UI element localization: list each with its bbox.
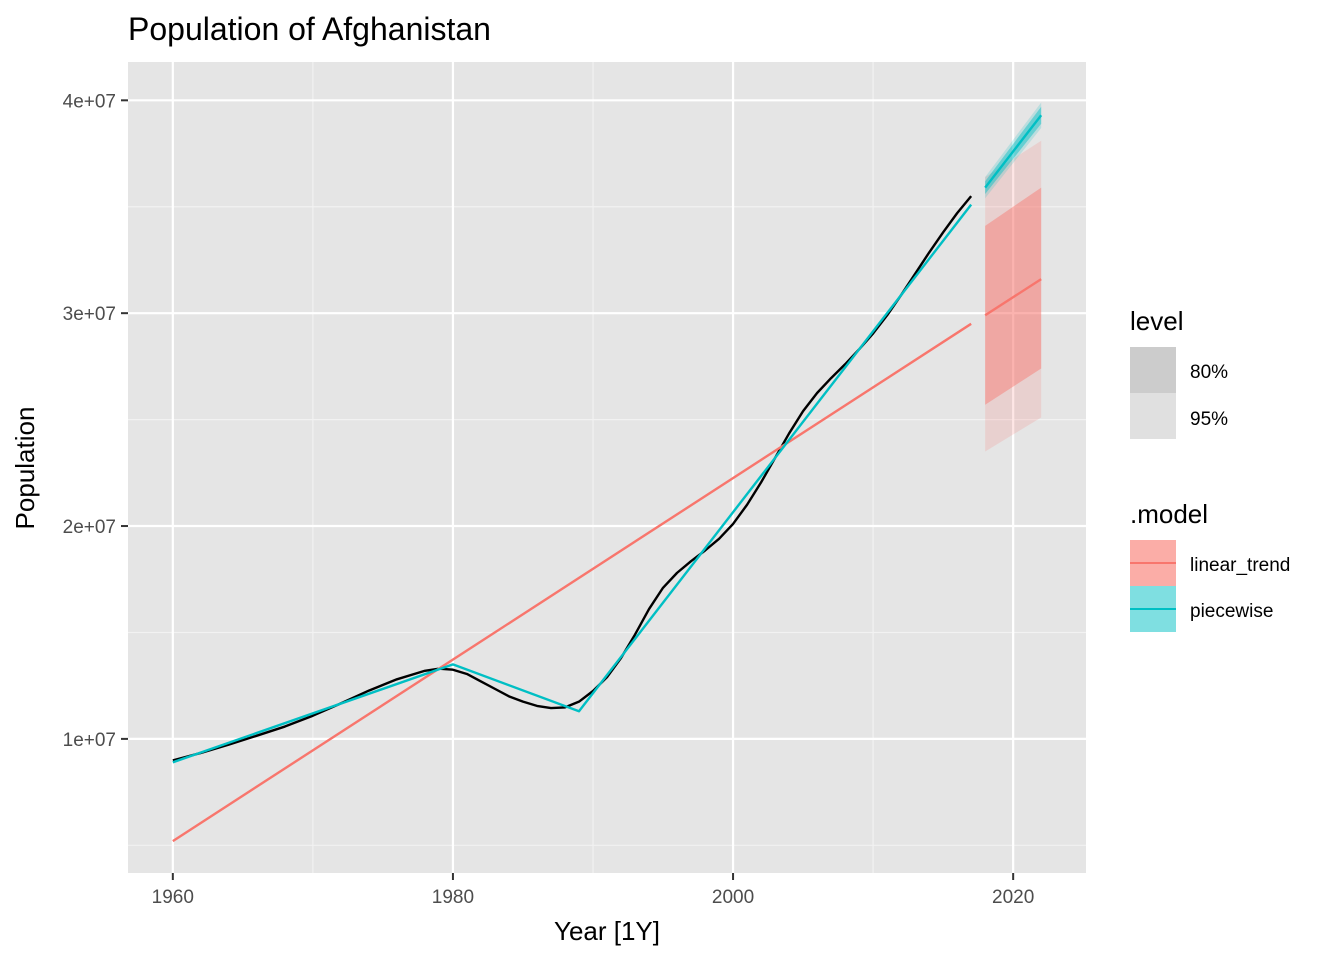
legend-model-title: .model bbox=[1130, 499, 1208, 529]
axes: 1960 1980 2000 2020 1e+07 2e+07 3e+07 4e+07 bbox=[63, 91, 1035, 908]
forecast-mean-piecewise bbox=[984, 114, 1043, 189]
fit-line-linear-trend bbox=[172, 322, 972, 843]
legend-label-linear-trend: linear_trend bbox=[1190, 555, 1290, 576]
fit-line-piecewise bbox=[172, 203, 973, 764]
legend-key-80 bbox=[1130, 347, 1176, 393]
chart-title: Population of Afghanistan bbox=[128, 11, 491, 47]
y-tick-label: 2e+07 bbox=[63, 517, 116, 538]
legend-label-80: 80% bbox=[1190, 362, 1228, 383]
plot-panel bbox=[128, 62, 1086, 873]
y-tick-label: 1e+07 bbox=[63, 730, 116, 751]
legend-level-title: level bbox=[1130, 306, 1183, 336]
legend-key-95 bbox=[1130, 393, 1176, 439]
legend-model: .model linear_trend piecewise bbox=[1130, 499, 1290, 632]
x-tick-label: 1980 bbox=[432, 887, 474, 908]
y-tick-label: 4e+07 bbox=[63, 91, 116, 112]
x-tick-label: 2020 bbox=[992, 887, 1034, 908]
x-tick-label: 1960 bbox=[152, 887, 194, 908]
forecast-mean-linear-trend bbox=[984, 278, 1042, 317]
series-lines bbox=[172, 114, 1043, 843]
y-tick-label: 3e+07 bbox=[63, 304, 116, 325]
y-axis-title: Population bbox=[10, 407, 40, 530]
x-tick-label: 2000 bbox=[712, 887, 754, 908]
grid-major bbox=[128, 62, 1086, 873]
legend-label-piecewise: piecewise bbox=[1190, 601, 1273, 622]
x-axis-title: Year [1Y] bbox=[554, 916, 660, 946]
grid-minor bbox=[128, 62, 1086, 873]
legend-label-95: 95% bbox=[1190, 409, 1228, 430]
legend-level: level 80% 95% bbox=[1130, 306, 1228, 439]
